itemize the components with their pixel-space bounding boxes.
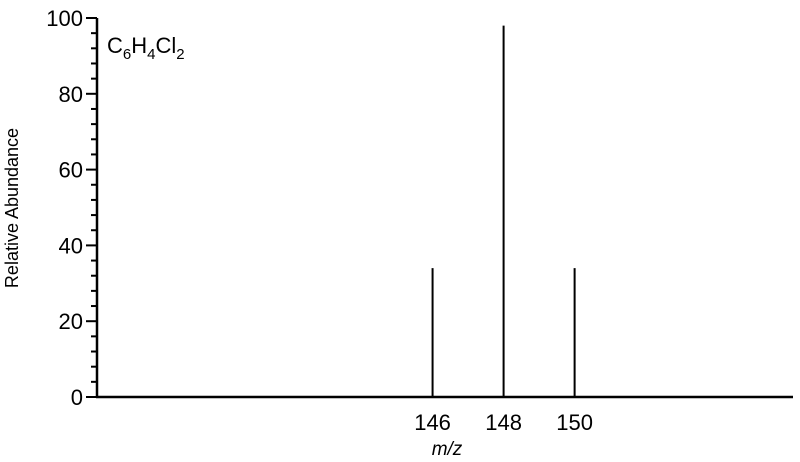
compound-formula: C6H4Cl2 <box>107 33 185 63</box>
peaks <box>431 25 576 397</box>
x-tick-label: 148 <box>485 410 522 435</box>
y-tick-label: 60 <box>59 158 83 183</box>
y-ticks <box>86 17 97 398</box>
y-tick-label: 20 <box>59 309 83 334</box>
axes <box>95 18 793 399</box>
y-axis-label: Relative Abundance <box>2 128 22 288</box>
y-tick-label: 0 <box>71 385 83 410</box>
x-tick-label: 150 <box>556 410 593 435</box>
y-tick-label: 40 <box>59 233 83 258</box>
x-tick-labels: 146 148 150 <box>414 410 593 435</box>
y-tick-labels: 0 20 40 60 80 100 <box>46 6 83 410</box>
x-tick-label: 146 <box>414 410 451 435</box>
y-tick-label: 80 <box>59 82 83 107</box>
y-tick-label: 100 <box>46 6 83 31</box>
x-axis-label: m/z <box>432 439 463 460</box>
